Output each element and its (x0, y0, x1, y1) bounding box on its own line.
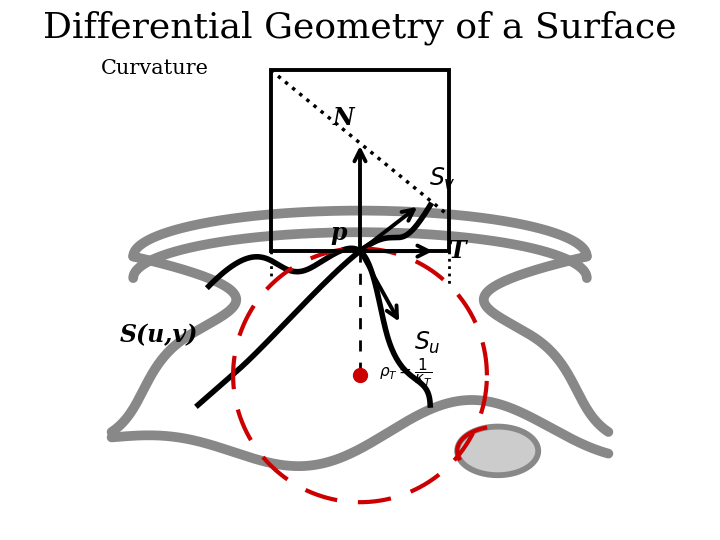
Text: $S_u$: $S_u$ (414, 329, 441, 356)
Text: T: T (449, 239, 467, 263)
Text: S(u,v): S(u,v) (120, 323, 198, 347)
Text: Curvature: Curvature (101, 59, 209, 78)
Text: p: p (330, 221, 346, 245)
Text: Differential Geometry of a Surface: Differential Geometry of a Surface (43, 11, 677, 45)
Text: $\rho_T = \dfrac{1}{\kappa_T}$: $\rho_T = \dfrac{1}{\kappa_T}$ (379, 356, 433, 389)
Text: $S_v$: $S_v$ (429, 165, 456, 192)
Polygon shape (457, 427, 538, 475)
Text: N: N (333, 106, 355, 130)
